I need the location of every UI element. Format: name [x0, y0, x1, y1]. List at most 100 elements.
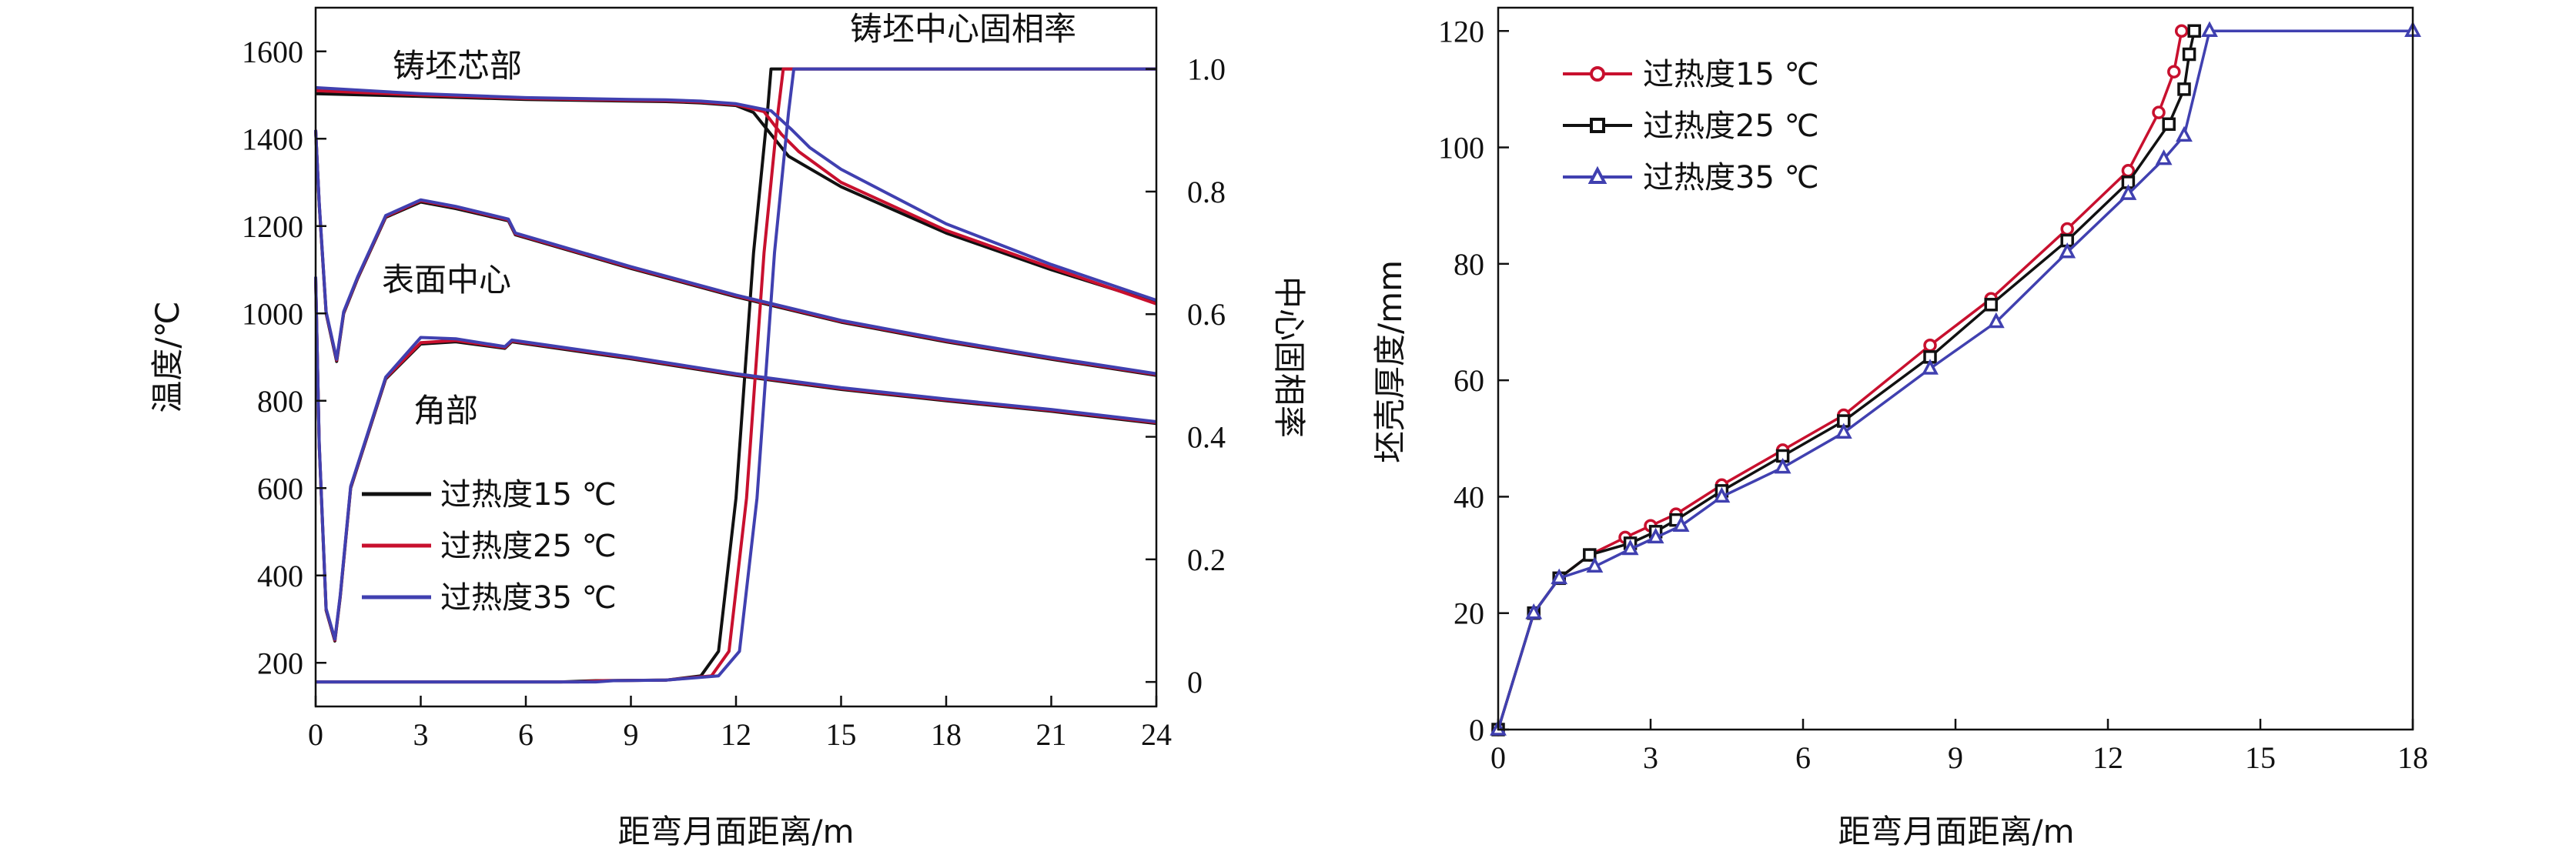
- c1-y2-tick-label: 0: [1187, 665, 1203, 700]
- c1-x-tick-label: 6: [518, 717, 534, 752]
- c1-y-tick-label: 200: [257, 646, 303, 680]
- c1-x-tick-label: 24: [1141, 717, 1172, 752]
- c2-legend-label-1: 过热度25 ℃: [1643, 109, 1819, 144]
- c2-series-1-point: [2177, 82, 2191, 96]
- c2-x-axis-label: 距弯月面距离/m: [1838, 813, 2074, 850]
- c1-annotation-core: 铸坯芯部: [393, 47, 522, 85]
- c2-series-0-point: [2121, 164, 2136, 178]
- c1-legend-label-1: 过热度25 ℃: [440, 529, 617, 564]
- c2-legend-marker-0: [1590, 66, 1605, 82]
- c1-annotation-surface: 表面中心: [382, 261, 511, 299]
- c2-series-0-line: [1497, 30, 2183, 730]
- c1-y-tick-label: 1000: [242, 296, 303, 331]
- c1-y-tick-label: 1600: [242, 35, 303, 69]
- c1-y-tick-label: 1400: [242, 122, 303, 156]
- c1-y-axis-label: 温度/℃: [149, 301, 186, 412]
- c2-y-ticks: 0 20 40 60 80 100 120: [1438, 14, 1509, 747]
- shell-thickness-chart: 0 3 6 9 12 15 18 0 20 40 60 80 100 120 距弯月面距离/m 坯壳厚度…: [1371, 6, 2428, 850]
- c2-series-1-point: [2182, 47, 2196, 62]
- c2-series-lines: [1490, 21, 2421, 736]
- c1-annotation-corner: 角部: [413, 392, 478, 429]
- c2-series-1-point: [1984, 298, 1998, 312]
- c2-series-1-point: [2187, 24, 2201, 38]
- c2-series-1-point: [2162, 117, 2176, 132]
- c2-x-tick-label: 18: [2397, 740, 2428, 775]
- c1-y2-tick-label: 0.2: [1187, 543, 1226, 577]
- c2-series-0-point: [2152, 105, 2166, 119]
- c2-series-2-point: [1672, 516, 1690, 532]
- c1-x-ticks: 0 3 6 9 12 15 18 21 24: [308, 696, 1172, 752]
- c1-x-tick-label: 9: [624, 717, 639, 752]
- c2-series-1-point: [1583, 548, 1597, 562]
- c2-series-2-point: [2201, 21, 2218, 38]
- c2-series-0-point: [2174, 24, 2189, 38]
- c2-x-tick-label: 3: [1643, 740, 1658, 775]
- c1-x-tick-label: 3: [413, 717, 429, 752]
- c2-series-2-point: [2119, 184, 2137, 200]
- c2-series-2-point: [1922, 359, 1939, 375]
- c2-x-tick-label: 6: [1795, 740, 1811, 775]
- c2-y-tick-label: 120: [1438, 14, 1484, 48]
- c1-y-tick-label: 600: [257, 471, 303, 506]
- temperature-chart: 0 3 6 9 12 15 18 21 24 200 400 600 800 1000 1200 1400 1…: [149, 6, 1308, 850]
- c2-legend: 过热度15 ℃ 过热度25 ℃ 过热度35 ℃: [1563, 57, 1819, 195]
- c2-x-tick-label: 9: [1948, 740, 1963, 775]
- c2-series-0-point: [2060, 222, 2074, 236]
- c2-plot-frame: [1497, 6, 2414, 731]
- c2-series-2-point: [1647, 527, 1664, 544]
- c2-series-1-line: [1497, 30, 2196, 730]
- c2-x-tick-label: 0: [1490, 740, 1506, 775]
- c2-y-tick-label: 0: [1469, 713, 1484, 747]
- c1-x-tick-label: 12: [721, 717, 751, 752]
- c1-legend-label-2: 过热度35 ℃: [440, 580, 617, 616]
- c1-y2-axis-label: 中心固相率: [1270, 276, 1308, 438]
- c1-y2-tick-label: 0.6: [1187, 297, 1226, 332]
- c2-y-tick-label: 20: [1454, 596, 1484, 631]
- c1-legend-label-0: 过热度15 ℃: [440, 477, 617, 513]
- c2-x-ticks: 0 3 6 9 12 15 18: [1490, 719, 2428, 775]
- c2-y-tick-label: 80: [1454, 247, 1484, 282]
- c2-y-axis-label: 坯壳厚度/mm: [1371, 260, 1409, 463]
- c2-series-2-point: [1586, 556, 1604, 573]
- c2-series-2-point: [1621, 539, 1639, 556]
- c1-y-tick-label: 1200: [242, 209, 303, 244]
- c1-series-2-core-line: [315, 85, 1157, 302]
- c2-series-2-point: [1835, 422, 1852, 439]
- c1-x-axis-label: 距弯月面距离/m: [617, 813, 854, 850]
- c2-series-2-point: [1551, 568, 1568, 585]
- c1-x-tick-label: 18: [931, 717, 962, 752]
- c2-y-tick-label: 100: [1438, 131, 1484, 165]
- c2-series-2-point: [2155, 149, 2173, 165]
- c1-y2-tick-label: 0.8: [1187, 175, 1226, 209]
- c1-y-ticks: 200 400 600 800 1000 1200 1400 1600: [242, 35, 326, 680]
- c2-series-2-point: [2176, 125, 2193, 142]
- c2-legend-marker-1: [1590, 118, 1605, 133]
- c2-legend-marker-2: [1587, 165, 1607, 184]
- c1-x-tick-label: 21: [1036, 717, 1067, 752]
- c1-y-tick-label: 400: [257, 559, 303, 593]
- c2-series-0-point: [1923, 338, 1937, 352]
- c2-series-2-point: [1987, 312, 2005, 329]
- c2-legend-label-0: 过热度15 ℃: [1643, 57, 1819, 92]
- c2-series-0-point: [2167, 65, 2181, 78]
- c2-series-2-point: [1774, 457, 1791, 474]
- c2-series-2-point: [1525, 603, 1543, 620]
- c1-y2-tick-label: 0.4: [1187, 420, 1226, 455]
- c1-y2-tick-label: 1.0: [1187, 52, 1226, 87]
- c2-y-tick-label: 40: [1454, 479, 1484, 514]
- c1-annotation-fraction: 铸坯中心固相率: [850, 10, 1076, 48]
- c1-series-lines: [314, 67, 1157, 684]
- c1-series-2-surface-line: [314, 129, 1157, 376]
- c1-y2-ticks: 0 0.2 0.4 0.6 0.8 1.0: [1146, 52, 1226, 700]
- c1-legend: 过热度15 ℃ 过热度25 ℃ 过热度35 ℃: [362, 477, 617, 616]
- c1-series-2-corner-line: [314, 276, 1157, 641]
- c1-y-tick-label: 800: [257, 384, 303, 419]
- c2-series-2-point: [2059, 242, 2076, 259]
- c2-y-tick-label: 60: [1454, 363, 1484, 398]
- c1-x-tick-label: 0: [308, 717, 323, 752]
- c1-x-tick-label: 15: [826, 717, 857, 752]
- c1-series-2-fraction-line: [316, 67, 1156, 684]
- c2-series-2-point: [1713, 486, 1731, 503]
- c2-x-tick-label: 15: [2245, 740, 2276, 775]
